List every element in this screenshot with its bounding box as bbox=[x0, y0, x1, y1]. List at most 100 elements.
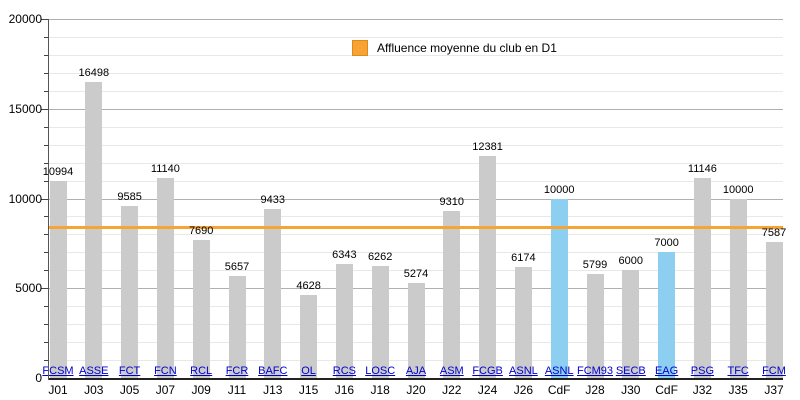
y-axis-tick bbox=[44, 360, 48, 362]
club-link-fcr[interactable]: FCR bbox=[225, 365, 249, 377]
major-gridline bbox=[49, 198, 783, 200]
y-axis-label: 5000 bbox=[15, 281, 42, 296]
club-link-aja[interactable]: AJA bbox=[405, 365, 427, 377]
club-link-rcl[interactable]: RCL bbox=[190, 365, 213, 377]
day-label: J35 bbox=[728, 383, 748, 397]
major-gridline bbox=[49, 19, 783, 20]
day-label: J09 bbox=[191, 383, 211, 397]
club-link-asnl[interactable]: ASNL bbox=[544, 365, 574, 377]
club-link-ol[interactable]: OL bbox=[301, 365, 316, 377]
club-link-asnl[interactable]: ASNL bbox=[509, 365, 538, 377]
y-axis-tick bbox=[44, 234, 48, 236]
club-link-losc[interactable]: LOSC bbox=[365, 365, 396, 377]
day-label: J15 bbox=[298, 383, 319, 397]
bar-value-label: 9433 bbox=[260, 193, 286, 206]
day-label: J28 bbox=[585, 383, 605, 397]
y-axis-label: 20000 bbox=[8, 12, 42, 26]
club-link-eag[interactable]: EAG bbox=[654, 365, 679, 377]
average-line bbox=[49, 226, 783, 230]
bar-losc-j18 bbox=[371, 265, 389, 378]
legend: Affluence moyenne du club en D1 bbox=[352, 40, 557, 56]
bar-value-label: 6174 bbox=[511, 252, 536, 265]
bar-fcr-j11 bbox=[228, 276, 246, 378]
legend-color-swatch bbox=[352, 40, 368, 56]
day-label: J13 bbox=[263, 383, 283, 397]
y-axis-line bbox=[48, 19, 49, 380]
bar-secb-j30 bbox=[622, 270, 640, 378]
bar-rcl-j09 bbox=[192, 239, 210, 378]
bar-bafc-j13 bbox=[264, 208, 282, 378]
day-label: J24 bbox=[477, 383, 498, 397]
bar-rcs-j16 bbox=[335, 264, 353, 378]
bar-value-label: 6000 bbox=[618, 255, 644, 268]
bar-ol-j15 bbox=[300, 294, 318, 378]
day-label: J32 bbox=[692, 383, 713, 397]
day-label: J18 bbox=[370, 383, 390, 397]
legend-label: Affluence moyenne du club en D1 bbox=[377, 41, 557, 55]
day-label: J37 bbox=[764, 383, 784, 397]
y-axis-tick bbox=[44, 72, 48, 74]
club-link-psg[interactable]: PSG bbox=[690, 365, 714, 377]
bar-asm-j22 bbox=[443, 210, 461, 378]
y-axis-label: 15000 bbox=[8, 101, 42, 116]
day-label: J16 bbox=[334, 383, 355, 397]
club-link-fcm[interactable]: FCM bbox=[762, 365, 786, 377]
bar-fcm-j37 bbox=[765, 241, 783, 378]
minor-gridline bbox=[49, 72, 783, 74]
bar-fcsm-j01 bbox=[49, 180, 67, 378]
club-link-fct[interactable]: FCT bbox=[118, 365, 141, 377]
y-axis-tick bbox=[44, 36, 48, 38]
y-axis-tick bbox=[44, 90, 48, 92]
club-link-bafc[interactable]: BAFC bbox=[258, 365, 288, 377]
club-link-asse[interactable]: ASSE bbox=[79, 365, 109, 377]
day-label: J22 bbox=[442, 383, 462, 397]
day-label: J07 bbox=[155, 383, 176, 397]
minor-gridline bbox=[49, 270, 783, 272]
club-link-fcsm[interactable]: FCSM bbox=[42, 365, 74, 377]
day-label: J11 bbox=[227, 383, 247, 397]
bar-asnl-cdf bbox=[550, 198, 568, 378]
club-link-rcs[interactable]: RCS bbox=[332, 365, 356, 377]
club-link-fcm93[interactable]: FCM93 bbox=[576, 365, 614, 377]
bar-fcm93-j28 bbox=[586, 273, 604, 378]
day-label: J03 bbox=[84, 383, 104, 397]
y-axis-tick bbox=[44, 252, 48, 254]
x-axis-line bbox=[48, 378, 783, 380]
bar-value-label: 12381 bbox=[472, 140, 503, 153]
bar-value-label: 5274 bbox=[403, 268, 429, 281]
minor-gridline bbox=[49, 36, 783, 38]
bar-psg-j32 bbox=[693, 177, 711, 378]
bar-eag-cdf bbox=[658, 252, 676, 378]
y-axis-tick bbox=[44, 126, 48, 128]
major-gridline bbox=[49, 108, 783, 110]
club-link-secb[interactable]: SECB bbox=[615, 365, 646, 377]
club-link-fcgb[interactable]: FCGB bbox=[472, 365, 503, 377]
y-axis-tick bbox=[44, 144, 48, 146]
bar-fcgb-j24 bbox=[479, 155, 497, 378]
bar-value-label: 10000 bbox=[722, 183, 754, 196]
bar-value-label: 11146 bbox=[687, 162, 717, 175]
day-label: J26 bbox=[513, 383, 534, 397]
y-axis-label: 10000 bbox=[8, 191, 42, 206]
bar-value-label: 11140 bbox=[150, 163, 180, 176]
y-axis-tick bbox=[44, 54, 48, 56]
bar-value-label: 9310 bbox=[439, 195, 465, 208]
bar-aja-j20 bbox=[407, 283, 425, 378]
y-axis-tick bbox=[44, 342, 48, 344]
y-axis-tick bbox=[41, 108, 48, 110]
bar-value-label: 5657 bbox=[224, 261, 250, 274]
y-axis-tick bbox=[44, 270, 48, 272]
club-link-tfc[interactable]: TFC bbox=[727, 365, 749, 377]
club-link-fcn[interactable]: FCN bbox=[154, 365, 177, 377]
bar-value-label: 10994 bbox=[42, 165, 74, 178]
club-link-asm[interactable]: ASM bbox=[439, 365, 464, 377]
bar-value-label: 7690 bbox=[188, 224, 214, 237]
day-label: CdF bbox=[655, 383, 678, 397]
bar-fct-j05 bbox=[121, 205, 139, 378]
bar-value-label: 5799 bbox=[582, 258, 608, 271]
y-axis-label: 0 bbox=[35, 371, 42, 385]
day-label: J30 bbox=[621, 383, 641, 397]
y-axis-tick bbox=[41, 288, 48, 290]
bar-value-label: 4628 bbox=[296, 279, 321, 292]
